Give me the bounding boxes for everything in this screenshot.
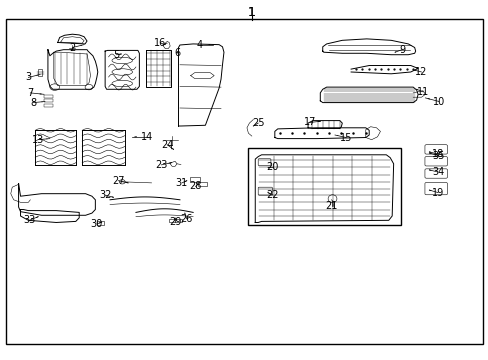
- Polygon shape: [20, 210, 79, 222]
- Text: 20: 20: [266, 162, 279, 172]
- Text: 25: 25: [251, 118, 264, 128]
- Polygon shape: [350, 66, 417, 74]
- Text: 1: 1: [247, 6, 255, 19]
- Bar: [168, 219, 182, 222]
- Text: 14: 14: [140, 132, 153, 142]
- Text: 28: 28: [189, 181, 202, 192]
- Text: 10: 10: [432, 96, 445, 107]
- Polygon shape: [19, 184, 95, 215]
- Text: 7: 7: [27, 88, 33, 98]
- Text: 17: 17: [304, 117, 316, 127]
- Bar: [44, 95, 53, 98]
- Text: 23: 23: [155, 160, 167, 170]
- FancyArrowPatch shape: [171, 148, 172, 149]
- Bar: [38, 69, 42, 76]
- Text: 31: 31: [175, 178, 188, 188]
- Bar: [189, 177, 199, 182]
- Polygon shape: [307, 121, 342, 129]
- Text: 22: 22: [266, 190, 279, 200]
- Text: 9: 9: [398, 45, 404, 55]
- Polygon shape: [48, 50, 98, 89]
- Bar: [44, 104, 53, 107]
- Bar: [198, 182, 206, 186]
- Bar: [44, 99, 53, 102]
- Text: 29: 29: [168, 217, 181, 227]
- Text: 34: 34: [431, 167, 444, 177]
- Text: 35: 35: [431, 150, 444, 161]
- Text: 12: 12: [414, 67, 427, 77]
- Text: 5: 5: [113, 50, 119, 60]
- Text: 26: 26: [180, 214, 193, 224]
- Text: 3: 3: [25, 72, 31, 82]
- Polygon shape: [322, 39, 415, 55]
- Text: 15: 15: [339, 132, 352, 143]
- Bar: [97, 221, 103, 225]
- Polygon shape: [255, 155, 393, 222]
- Text: 11: 11: [416, 87, 428, 97]
- Text: 18: 18: [431, 149, 444, 159]
- Text: 16: 16: [154, 38, 166, 48]
- Text: 19: 19: [431, 188, 444, 198]
- Text: 32: 32: [99, 190, 111, 200]
- Text: 21: 21: [325, 201, 337, 211]
- Text: 6: 6: [174, 48, 180, 58]
- Polygon shape: [105, 50, 139, 89]
- Text: 30: 30: [90, 219, 103, 229]
- Polygon shape: [145, 50, 171, 87]
- Text: 24: 24: [161, 140, 173, 150]
- Text: 4: 4: [196, 40, 202, 50]
- Text: 13: 13: [32, 135, 44, 145]
- Polygon shape: [178, 44, 224, 126]
- Text: 1: 1: [247, 6, 255, 19]
- Text: 33: 33: [23, 215, 36, 225]
- Text: 2: 2: [69, 42, 75, 53]
- Text: 8: 8: [30, 98, 36, 108]
- Text: 27: 27: [112, 176, 124, 186]
- Polygon shape: [274, 128, 368, 139]
- Polygon shape: [320, 87, 417, 103]
